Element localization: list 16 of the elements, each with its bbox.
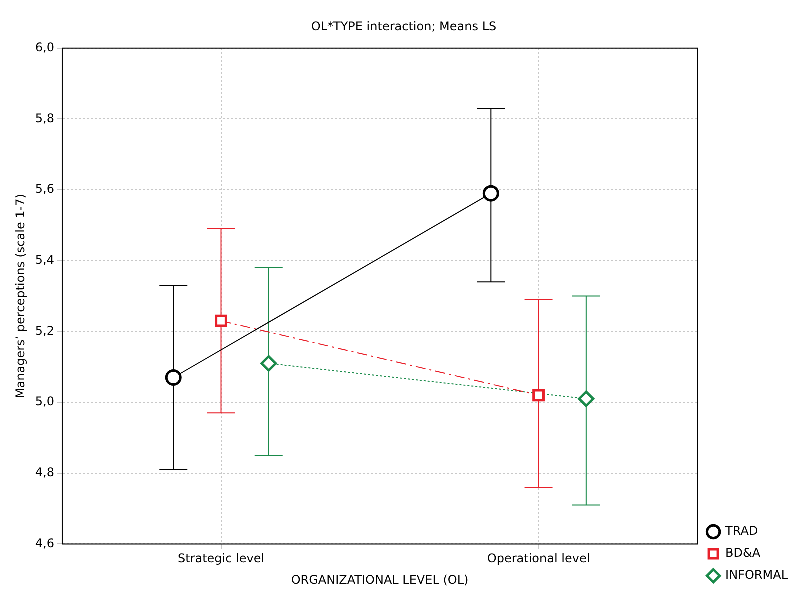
y-tick-label: 5,6 [35, 182, 54, 196]
y-tick-label: 6,0 [35, 40, 54, 55]
legend-label: INFORMAL [726, 568, 788, 582]
legend-label: BD&A [726, 546, 762, 560]
legend-label: TRAD [724, 524, 758, 538]
y-tick-label: 5,8 [35, 111, 54, 126]
chart-title: OL*TYPE interaction; Means LS [311, 19, 497, 34]
y-tick-label: 4,8 [35, 465, 54, 480]
x-axis-title: ORGANIZATIONAL LEVEL (OL) [291, 572, 469, 587]
x-tick-label: Strategic level [178, 552, 265, 566]
y-tick-label: 5,2 [35, 324, 54, 338]
y-tick-label: 5,4 [35, 253, 54, 268]
y-tick-label: 4,6 [35, 536, 54, 550]
y-tick-label: 5,0 [35, 394, 54, 409]
y-axis-title: Managers’ perceptions (scale 1-7) [13, 194, 28, 399]
x-tick-label: Operational level [487, 552, 590, 566]
